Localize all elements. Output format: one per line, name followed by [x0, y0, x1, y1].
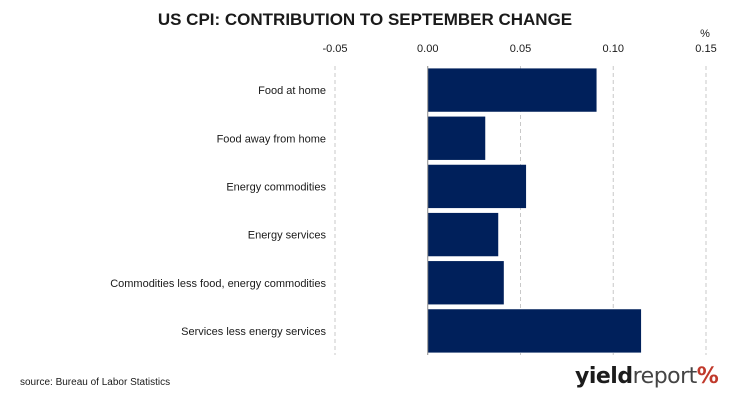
bar [427, 309, 642, 353]
logo-percent: % [696, 364, 719, 389]
bar [427, 68, 597, 112]
category-label: Food away from home [217, 133, 326, 145]
x-tick-label: 0.05 [510, 43, 531, 55]
category-label: Energy commodities [226, 181, 326, 193]
x-tick-label: 0.00 [417, 43, 438, 55]
category-label: Food at home [258, 85, 326, 97]
x-tick-label: -0.05 [322, 43, 347, 55]
logo-word-report: report [632, 364, 698, 389]
category-label: Energy services [248, 230, 327, 242]
category-label: Commodities less food, energy commoditie… [110, 278, 326, 290]
unit-label: % [700, 28, 710, 40]
brand-logo: yieldreport% [575, 364, 719, 389]
chart-title: US CPI: CONTRIBUTION TO SEPTEMBER CHANGE [157, 10, 573, 29]
source-note: source: Bureau of Labor Statistics [20, 377, 171, 388]
logo-word-yield: yield [575, 364, 633, 389]
bar [427, 116, 486, 160]
category-label: Services less energy services [181, 326, 326, 338]
bar [427, 164, 527, 209]
x-tick-label: 0.10 [603, 43, 624, 55]
bar [427, 261, 504, 305]
x-tick-label: 0.15 [695, 43, 716, 55]
bar [427, 212, 499, 257]
